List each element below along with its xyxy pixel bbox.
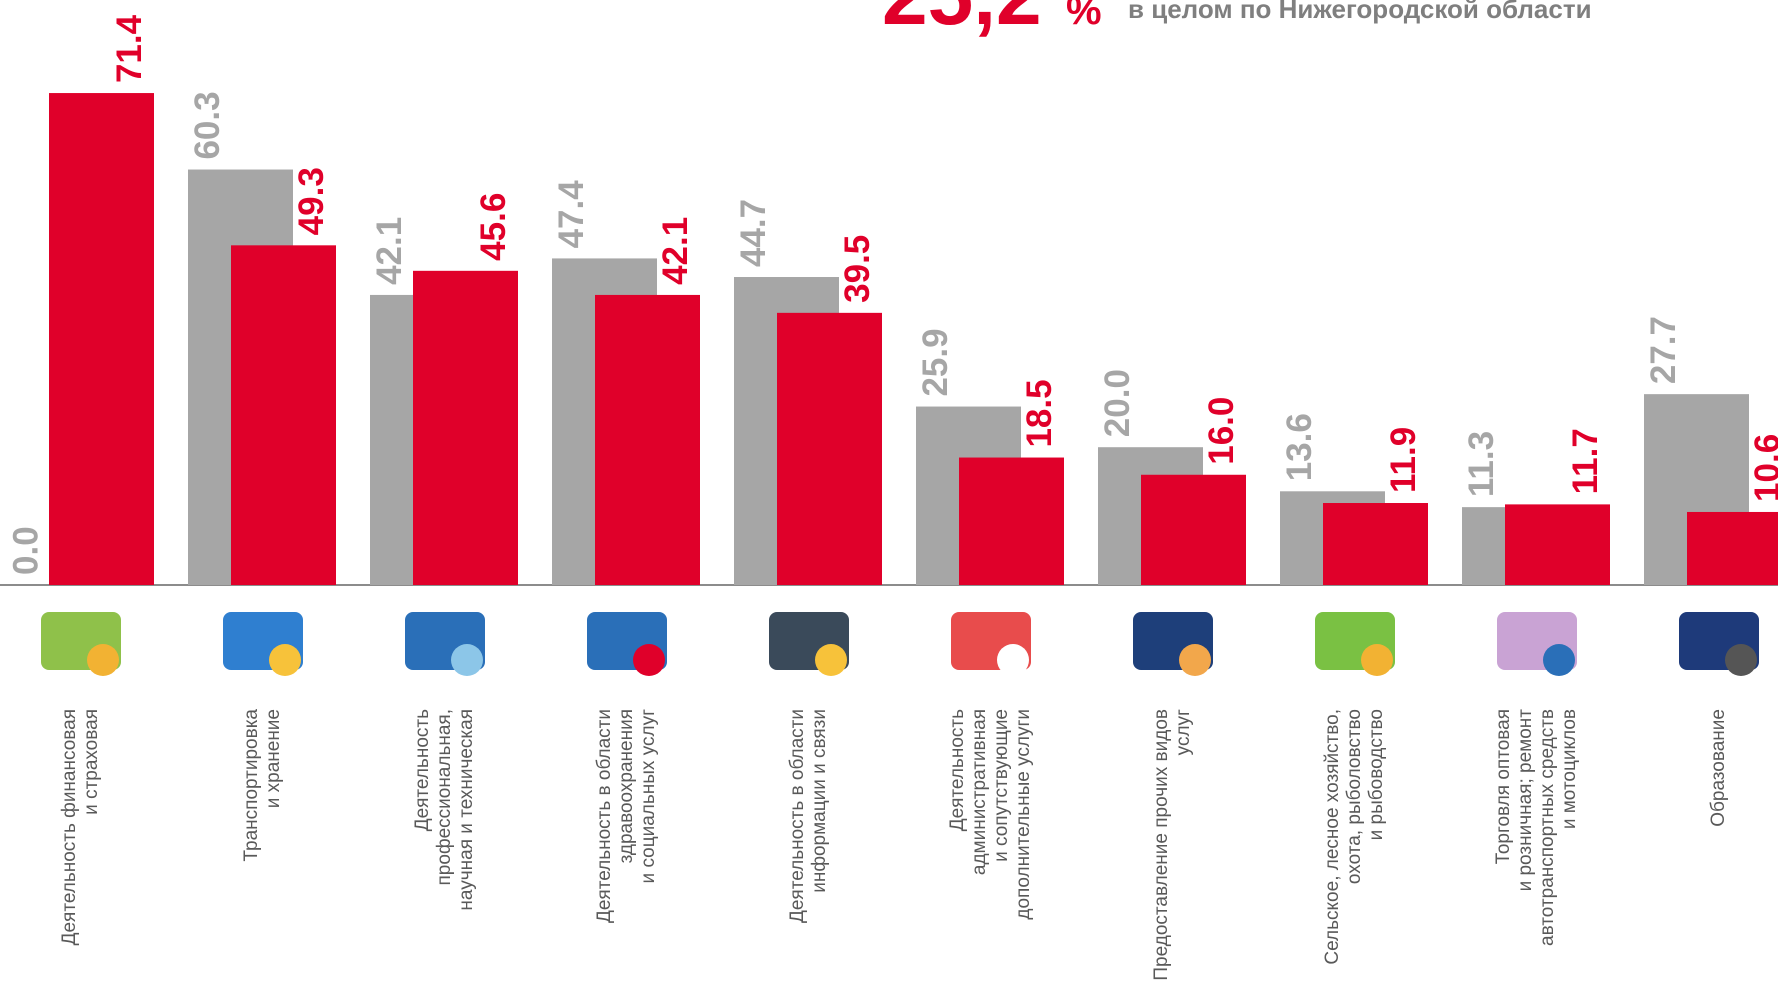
- headline-value: 25,2: [882, 0, 1042, 42]
- value-label: 42.1: [370, 217, 409, 285]
- icon: [997, 644, 1029, 676]
- value-label: 60.3: [188, 91, 227, 159]
- category-label: Образование: [1708, 709, 1729, 827]
- value-label: 27.7: [1644, 316, 1683, 384]
- value-label: 11.7: [1566, 428, 1605, 494]
- bar: [231, 245, 336, 585]
- category-label: Предоставление прочих видовуслуг: [1151, 709, 1194, 981]
- value-label: 10.6: [1748, 434, 1778, 502]
- value-label: 42.1: [656, 217, 695, 285]
- bar: [1323, 503, 1428, 585]
- icon: [87, 644, 119, 676]
- headline-unit: %: [1066, 0, 1102, 33]
- value-label: 18.5: [1020, 379, 1059, 447]
- value-label: 13.6: [1280, 413, 1319, 481]
- category-label: Транспортировкаи хранение: [241, 709, 284, 862]
- category-label: Деятельность в областиинформации и связи: [787, 709, 830, 923]
- value-label: 44.7: [734, 199, 773, 267]
- icon: [269, 644, 301, 676]
- icon: [1725, 644, 1757, 676]
- bar: [1505, 504, 1610, 585]
- bar: [49, 93, 154, 585]
- value-label: 45.6: [474, 193, 513, 261]
- category-label: Деятельность финансоваяи страховая: [59, 709, 102, 945]
- bar: [595, 294, 700, 585]
- bar: [1687, 511, 1778, 585]
- icon: [815, 644, 847, 676]
- icon: [1179, 644, 1211, 676]
- value-label: 39.5: [838, 235, 877, 303]
- bar: [413, 270, 518, 585]
- category-label: Деятельностьпрофессиональная,научная и т…: [412, 709, 477, 911]
- value-label: 47.4: [552, 180, 591, 249]
- category-label: Сельское, лесное хозяйство,охота, рыболо…: [1322, 709, 1387, 965]
- category-label: Торговля оптоваяи розничная; ремонтавтот…: [1493, 709, 1580, 946]
- value-label: 25.9: [916, 328, 955, 396]
- value-label: 49.3: [292, 167, 331, 235]
- value-label: 11.3: [1462, 431, 1501, 497]
- category-label: Деятельность в областиздравоохраненияи с…: [594, 709, 659, 923]
- category-label: Деятельностьадминистративнаяи сопутствую…: [947, 709, 1034, 920]
- icon: [1543, 644, 1575, 676]
- bar: [1141, 474, 1246, 585]
- icon: [451, 644, 483, 676]
- value-label: 71.4: [110, 14, 149, 83]
- value-label: 16.0: [1202, 397, 1241, 465]
- icon: [1361, 644, 1393, 676]
- value-label: 20.0: [1098, 369, 1137, 437]
- value-label: 11.9: [1384, 427, 1423, 493]
- icon: [633, 644, 665, 676]
- bar: [777, 312, 882, 585]
- headline-text: в целом по Нижегородской области: [1128, 0, 1592, 24]
- bar: [959, 457, 1064, 585]
- value-label: 0.0: [6, 526, 45, 575]
